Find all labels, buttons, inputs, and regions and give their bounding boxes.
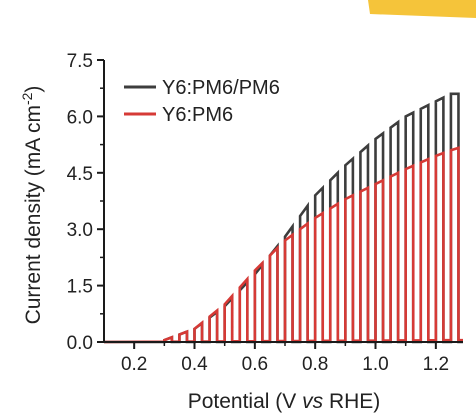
x-tick-label: 0.2: [121, 354, 147, 375]
y-tick-label: 0.0: [67, 333, 93, 354]
y-tick-label: 6.0: [67, 107, 93, 128]
y-tick-label: 4.5: [67, 164, 93, 185]
x-axis-title: Potential (V vs RHE): [188, 390, 381, 413]
x-tick-label: 0.8: [302, 354, 328, 375]
axes: [103, 60, 463, 343]
x-axis-title-pre: Potential (V: [188, 390, 302, 413]
y-axis-title: Current density (mA cm-2): [19, 86, 45, 325]
legend-label: Y6:PM6: [162, 104, 233, 126]
y-tick-label: 7.5: [67, 51, 93, 72]
x-axis-title-post: RHE): [323, 390, 380, 413]
x-tick-label: 0.4: [181, 354, 208, 375]
x-tick-label: 0.6: [242, 354, 268, 375]
legend: Y6:PM6/PM6 Y6:PM6: [124, 77, 280, 126]
plot-area: [104, 92, 463, 344]
series-line-y6-pm6: [104, 146, 463, 344]
corner-accent-shape: [368, 0, 476, 18]
x-tick-label: 1.0: [362, 354, 388, 375]
series-line-y6-pm6-pm6: [104, 92, 463, 344]
y-tick-label: 1.5: [67, 277, 93, 298]
y-axis-title-sup: -2: [19, 92, 35, 105]
tick-group: 0.2 0.4 0.6 0.8 1.0 1.2 0.0 1.5 3.0 4.5 6.0 7.5: [67, 51, 449, 375]
x-tick-label: 1.2: [423, 354, 449, 375]
x-axis-title-italic: vs: [302, 390, 324, 413]
y-tick-label: 3.0: [67, 220, 93, 241]
legend-label: Y6:PM6/PM6: [162, 77, 280, 99]
y-axis-title-close: ): [22, 86, 45, 93]
y-axis-title-main: Current density (mA cm: [22, 105, 45, 324]
